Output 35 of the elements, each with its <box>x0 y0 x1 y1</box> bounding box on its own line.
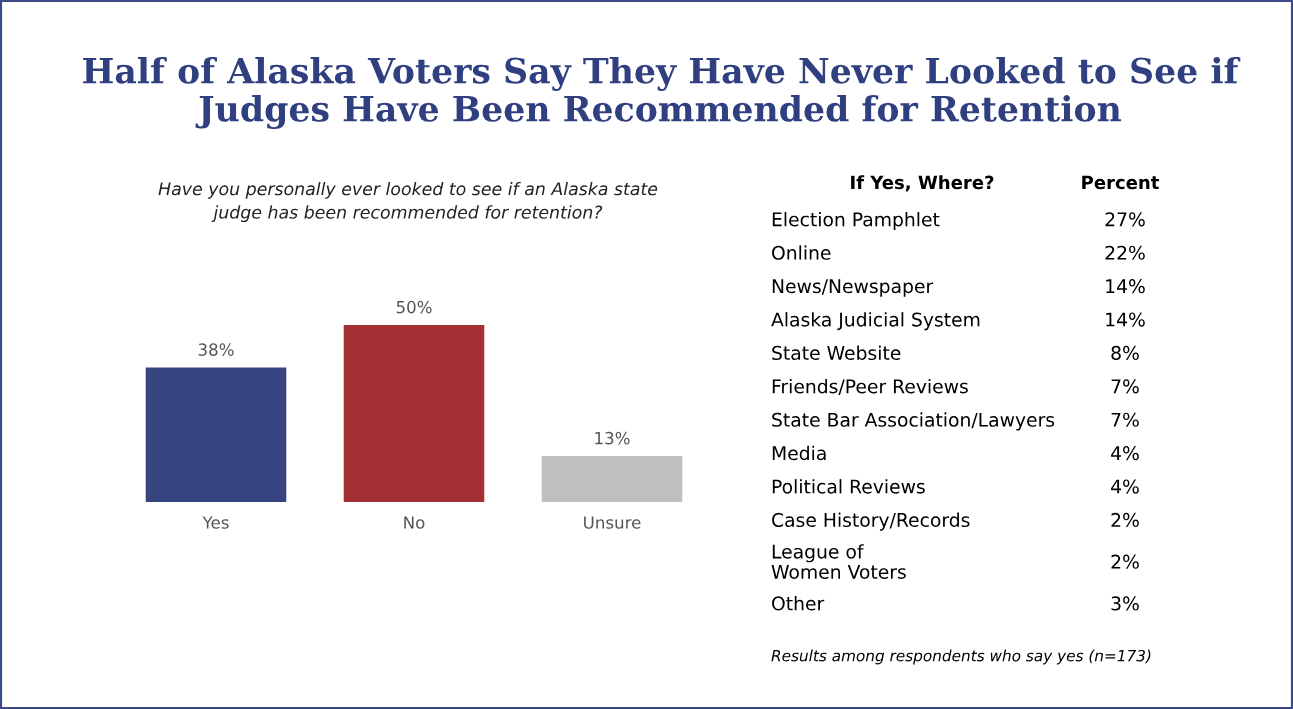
text: 14% <box>1106 279 1145 294</box>
text: 3% <box>1111 596 1139 611</box>
chart-title: Half of Alaska Voters Say They Have Never Looked to See if Judges Have Been Recommended for Retention <box>83 56 1241 130</box>
x-tick-label: Yes <box>202 516 229 529</box>
text: 2% <box>1111 512 1139 528</box>
data-label: 38% <box>198 343 234 356</box>
chart-subtitle: Have you personally ever looked to see if an Alaska state judge has been recommended for retention? <box>158 181 658 223</box>
category-label: Friends/Peer Reviews <box>772 378 968 395</box>
data-label: 50% <box>396 300 432 314</box>
text: 7% <box>1111 412 1139 427</box>
category-label: News/Newspaper <box>772 279 934 297</box>
data-label: 13% <box>595 431 630 445</box>
category-label: Online <box>772 245 831 260</box>
text: Percent <box>1082 175 1159 190</box>
text: 4% <box>1111 479 1139 494</box>
category-label: Alaska Judicial System <box>771 312 980 331</box>
text: 7% <box>1111 379 1139 394</box>
category-label: Political Reviews <box>772 479 925 494</box>
category-label: Election Pamphlet <box>772 211 940 231</box>
text: If Yes, Where? <box>851 175 994 192</box>
category-label: League of Women Voters <box>771 544 906 579</box>
category-label: Media <box>772 445 826 461</box>
category-label: Case History/Records <box>772 512 970 531</box>
text: 2% <box>1111 554 1139 569</box>
x-tick-label: No <box>404 516 425 529</box>
category-label: State Website <box>772 345 901 361</box>
category-label: State Bar Association/Lawyers <box>772 412 1055 431</box>
text: 4% <box>1111 446 1139 461</box>
x-tick-label: Unsure <box>584 516 641 529</box>
text: Results among respondents who say yes (n=173) <box>771 649 1151 665</box>
text: 8% <box>1111 345 1139 361</box>
text: 27% <box>1105 212 1145 227</box>
category-label: Other <box>772 596 825 611</box>
text: 14% <box>1106 312 1145 327</box>
text: 22% <box>1105 245 1145 260</box>
